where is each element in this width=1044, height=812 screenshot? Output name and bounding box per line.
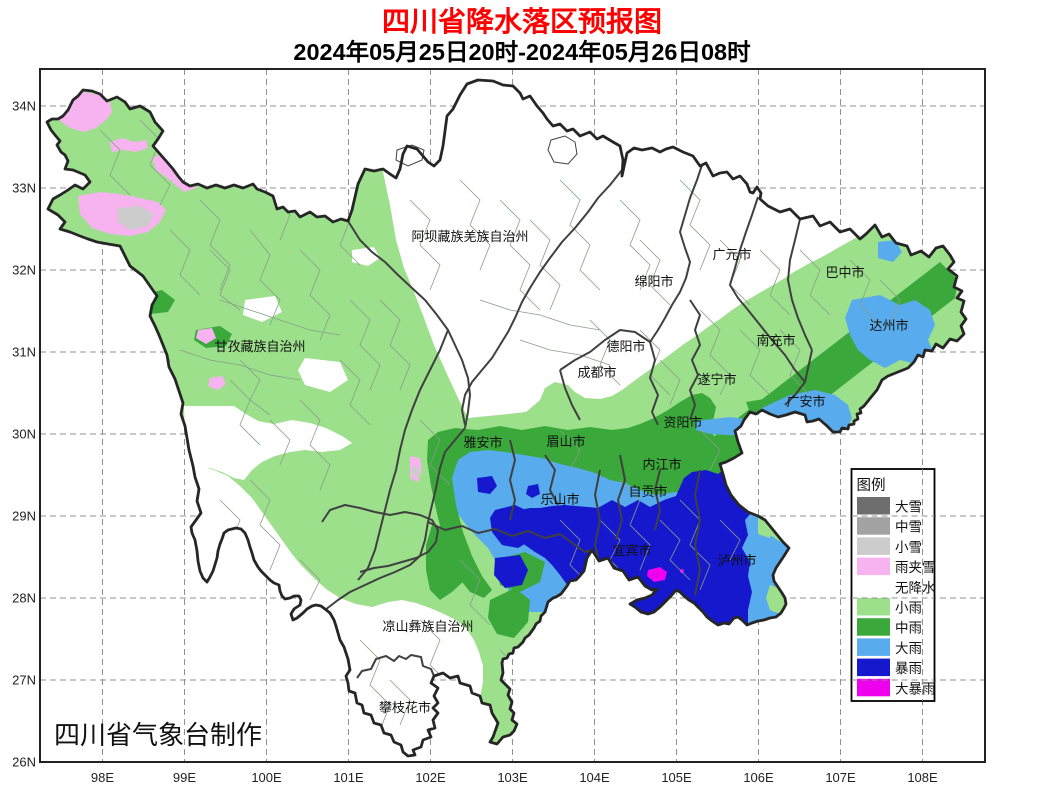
- svg-text:28N: 28N: [12, 591, 36, 606]
- svg-text:遂宁市: 遂宁市: [697, 372, 736, 387]
- svg-text:雨夹雪: 雨夹雪: [895, 560, 936, 575]
- svg-text:雅安市: 雅安市: [463, 435, 502, 450]
- svg-text:凉山彝族自治州: 凉山彝族自治州: [382, 619, 473, 634]
- svg-text:31N: 31N: [12, 345, 36, 360]
- svg-text:图例: 图例: [857, 477, 886, 494]
- svg-text:102E: 102E: [415, 770, 446, 785]
- svg-text:德阳市: 德阳市: [606, 339, 645, 354]
- svg-text:攀枝花市: 攀枝花市: [379, 700, 431, 715]
- svg-text:34N: 34N: [12, 99, 36, 114]
- svg-text:100E: 100E: [251, 770, 282, 785]
- svg-text:眉山市: 眉山市: [546, 434, 585, 449]
- svg-text:106E: 106E: [743, 770, 774, 785]
- svg-text:无降水: 无降水: [895, 580, 936, 595]
- svg-text:107E: 107E: [825, 770, 856, 785]
- svg-text:阿坝藏族羌族自治州: 阿坝藏族羌族自治州: [411, 229, 528, 244]
- svg-text:小雪: 小雪: [895, 540, 922, 555]
- svg-text:33N: 33N: [12, 181, 36, 196]
- svg-text:南充市: 南充市: [756, 333, 795, 348]
- svg-text:达州市: 达州市: [869, 318, 908, 333]
- svg-text:广元市: 广元市: [712, 247, 751, 262]
- svg-text:99E: 99E: [173, 770, 196, 785]
- svg-text:105E: 105E: [661, 770, 692, 785]
- svg-text:宜宾市: 宜宾市: [612, 543, 651, 558]
- svg-text:中雨: 中雨: [895, 621, 922, 636]
- svg-text:自贡市: 自贡市: [628, 484, 667, 499]
- svg-text:大暴雨: 大暴雨: [895, 681, 936, 696]
- svg-text:26N: 26N: [12, 755, 36, 770]
- svg-text:108E: 108E: [907, 770, 938, 785]
- svg-text:小雨: 小雨: [895, 601, 922, 616]
- svg-text:32N: 32N: [12, 263, 36, 278]
- svg-text:资阳市: 资阳市: [663, 415, 702, 430]
- svg-text:巴中市: 巴中市: [825, 265, 864, 280]
- svg-text:乐山市: 乐山市: [540, 492, 579, 507]
- svg-text:29N: 29N: [12, 509, 36, 524]
- svg-text:暴雨: 暴雨: [895, 661, 922, 676]
- svg-text:98E: 98E: [91, 770, 114, 785]
- svg-text:101E: 101E: [333, 770, 364, 785]
- svg-text:成都市: 成都市: [577, 365, 616, 380]
- svg-text:泸州市: 泸州市: [717, 553, 756, 568]
- svg-text:大雪: 大雪: [895, 500, 922, 515]
- svg-text:103E: 103E: [497, 770, 528, 785]
- svg-text:内江市: 内江市: [642, 457, 681, 472]
- svg-text:大雨: 大雨: [895, 641, 922, 656]
- svg-text:甘孜藏族自治州: 甘孜藏族自治州: [214, 339, 305, 354]
- svg-text:104E: 104E: [579, 770, 610, 785]
- svg-text:中雪: 中雪: [895, 520, 922, 535]
- svg-text:广安市: 广安市: [786, 394, 825, 409]
- svg-text:30N: 30N: [12, 427, 36, 442]
- svg-text:四川省气象台制作: 四川省气象台制作: [54, 720, 262, 750]
- svg-text:绵阳市: 绵阳市: [634, 274, 673, 289]
- svg-text:27N: 27N: [12, 673, 36, 688]
